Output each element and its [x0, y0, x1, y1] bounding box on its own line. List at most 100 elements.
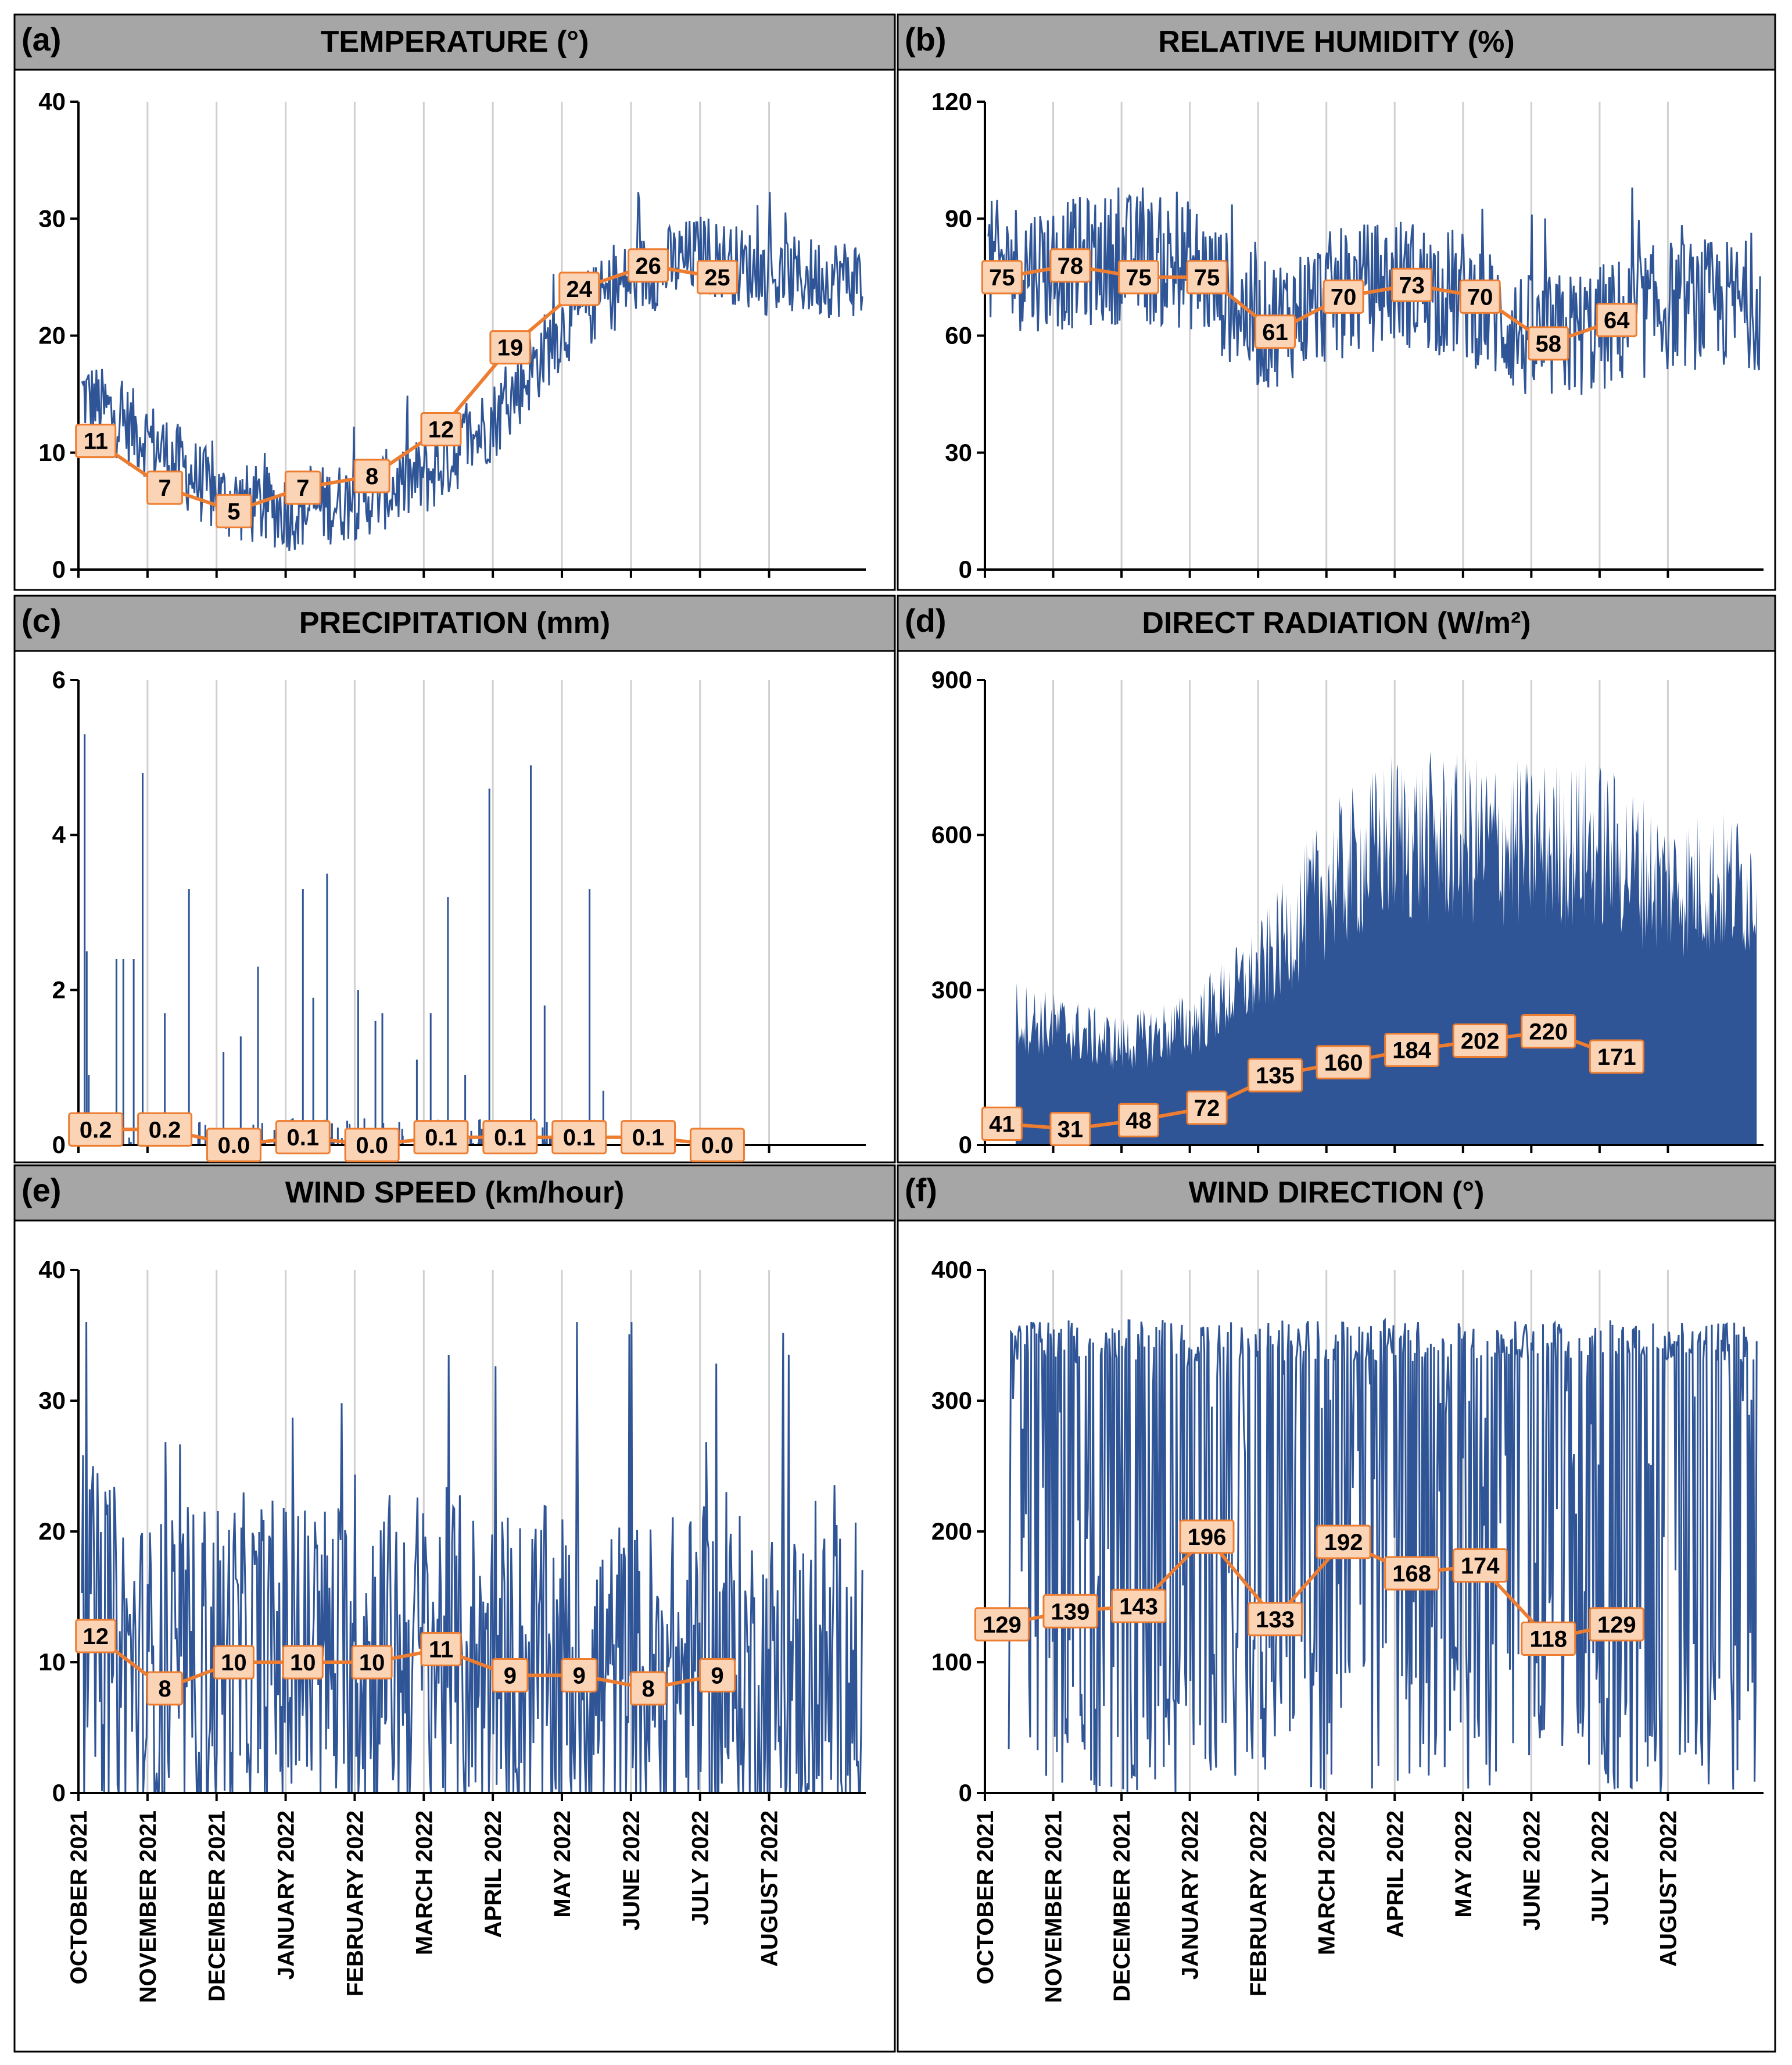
data-label-box: [1452, 1023, 1508, 1058]
data-label: 160: [1324, 1050, 1363, 1076]
data-label: 220: [1529, 1019, 1568, 1044]
data-label: 129: [983, 1612, 1022, 1638]
data-label-box: [215, 493, 252, 528]
data-label-box: [630, 1671, 667, 1706]
panel-title-bar: [13, 595, 896, 652]
data-label: 75: [989, 265, 1015, 291]
data-label: 48: [1126, 1108, 1152, 1133]
data-label: 9: [504, 1663, 517, 1689]
data-label: 26: [635, 253, 661, 279]
monthly-mean-line: [1002, 1029, 1618, 1131]
panel-letter: (e): [21, 1172, 61, 1208]
x-tick-label: AUGUST 2022: [757, 1810, 783, 1967]
data-label: 41: [989, 1112, 1015, 1137]
y-tick-label: 2: [52, 976, 66, 1003]
data-label-box: [1589, 1607, 1644, 1642]
data-label-box: [1528, 326, 1569, 361]
data-label: 0.1: [632, 1125, 665, 1151]
x-tick-label: JANUARY 2022: [1178, 1810, 1203, 1980]
y-tick-label: 0: [52, 1131, 66, 1158]
data-label: 10: [359, 1650, 385, 1676]
x-tick-label: APRIL 2022: [481, 1810, 506, 1938]
data-label: 0.0: [701, 1133, 734, 1158]
x-tick-label: NOVEMBER 2021: [135, 1810, 161, 2003]
data-label: 5: [227, 499, 240, 524]
panel-letter: (c): [21, 602, 61, 639]
data-label-box: [561, 1658, 598, 1692]
data-label: 70: [1331, 284, 1357, 310]
panel-title-bar: [897, 1164, 1776, 1222]
data-label: 19: [497, 335, 524, 361]
monthly-mean-line: [95, 263, 718, 513]
data-label-box: [344, 1128, 400, 1162]
data-label-box: [981, 260, 1023, 295]
data-label-box: [981, 1107, 1023, 1141]
data-label: 139: [1051, 1599, 1090, 1624]
y-tick-label: 4: [52, 821, 66, 849]
data-label-box: [1186, 1090, 1228, 1125]
data-label: 31: [1058, 1116, 1084, 1142]
data-label-box: [420, 1632, 462, 1666]
chart-panel-f: (f) WIND DIRECTION (°) 0 100 200 300 400 OCTOBE…: [897, 1164, 1776, 2053]
y-tick-label: 6: [52, 666, 66, 693]
y-tick-label: 20: [38, 322, 66, 349]
x-tick-label: JULY 2022: [1587, 1810, 1613, 1926]
data-label-box: [1521, 1014, 1576, 1048]
data-label: 0.2: [80, 1117, 112, 1143]
data-label-box: [1248, 1058, 1303, 1093]
y-tick-label: 200: [931, 1518, 972, 1545]
x-tick-label: FEBRUARY 2022: [342, 1810, 368, 1996]
x-tick-label: MAY 2022: [550, 1810, 575, 1918]
monthly-mean-line: [95, 1128, 718, 1147]
monthly-mean-line: [1001, 1534, 1617, 1641]
y-tick-label: 100: [931, 1648, 972, 1676]
y-tick-label: 30: [38, 1387, 66, 1414]
data-label-box: [1255, 314, 1296, 349]
panel-title-bar: [13, 13, 896, 71]
data-label: 8: [365, 464, 378, 489]
chart-panel-b: (b) RELATIVE HUMIDITY (%) 0 30 60 90 120 75 78 75…: [897, 13, 1776, 591]
panel-title: WIND SPEED (km/hour): [285, 1176, 625, 1209]
data-label: 133: [1256, 1607, 1295, 1633]
data-label: 8: [158, 1676, 171, 1702]
data-label: 0.1: [494, 1125, 526, 1151]
data-label: 0.0: [356, 1133, 388, 1158]
data-label: 70: [1467, 284, 1493, 310]
y-tick-label: 20: [38, 1518, 66, 1545]
data-label: 202: [1461, 1028, 1500, 1054]
data-label-box: [146, 470, 184, 505]
data-label: 135: [1256, 1063, 1295, 1089]
data-label: 0.1: [425, 1125, 457, 1151]
y-tick-label: 90: [945, 205, 972, 232]
data-label: 25: [704, 265, 730, 291]
y-tick-label: 40: [38, 1256, 66, 1283]
data-label-box: [628, 248, 669, 283]
data-label-box: [282, 1645, 324, 1680]
panel-title-bar: [897, 595, 1776, 652]
data-label: 75: [1194, 265, 1220, 291]
x-tick-label: MARCH 2022: [411, 1810, 437, 1955]
data-label: 58: [1535, 331, 1561, 357]
x-tick-label: AUGUST 2022: [1655, 1810, 1681, 1967]
data-label-box: [1042, 1594, 1098, 1629]
panel-letter: (a): [21, 21, 61, 58]
data-label: 61: [1262, 320, 1288, 345]
data-label: 75: [1126, 265, 1152, 291]
data-label-box: [698, 1658, 736, 1692]
data-label: 192: [1324, 1530, 1363, 1555]
data-label-box: [1596, 303, 1637, 338]
data-label-box: [689, 1128, 745, 1162]
data-label-box: [1110, 1588, 1166, 1623]
data-label: 168: [1392, 1561, 1431, 1587]
panel-letter: (d): [905, 602, 947, 639]
data-label-box: [1452, 1548, 1508, 1583]
y-tick-label: 300: [931, 976, 972, 1003]
data-label: 171: [1597, 1044, 1636, 1070]
panel-title: WIND DIRECTION (°): [1189, 1176, 1485, 1209]
x-tick-label: FEBRUARY 2022: [1246, 1810, 1271, 1996]
y-tick-label: 400: [931, 1256, 972, 1283]
data-label-box: [351, 1645, 393, 1680]
data-label: 0.2: [149, 1117, 181, 1143]
x-tick-label: JANUARY 2022: [274, 1810, 299, 1980]
data-label-box: [1384, 1556, 1440, 1591]
